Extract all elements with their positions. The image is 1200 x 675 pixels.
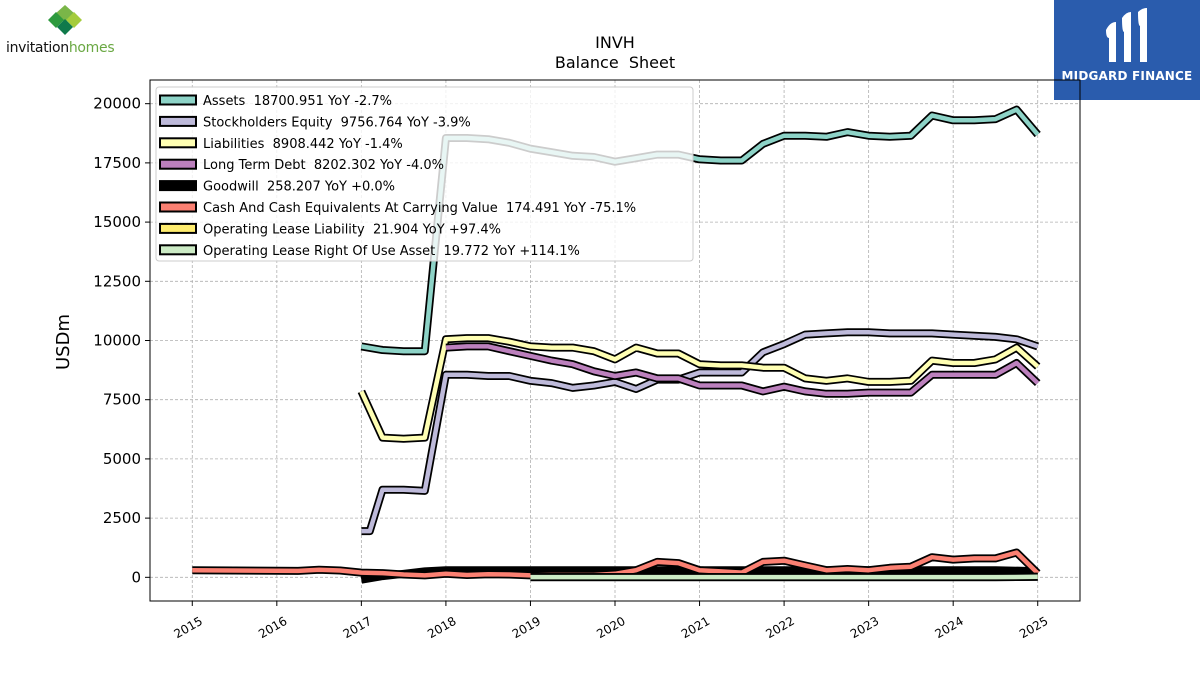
x-tick-label: 2016	[256, 614, 289, 641]
y-axis-label: USDm	[53, 314, 74, 370]
legend-item: Long Term Debt 8202.302 YoY -4.0%	[159, 158, 444, 173]
series-line	[445, 344, 1040, 397]
legend-swatch	[159, 201, 197, 213]
series-1	[361, 328, 1039, 536]
x-tick-label: 2023	[848, 614, 881, 641]
legend-item: Goodwill 258.207 YoY +0.0%	[159, 180, 395, 195]
legend-item: Stockholders Equity 9756.764 YoY -3.9%	[159, 115, 471, 130]
legend-label: Operating Lease Right Of Use Asset 19.77…	[203, 244, 580, 259]
legend-label: Long Term Debt 8202.302 YoY -4.0%	[203, 158, 444, 173]
legend-label: Liabilities 8908.442 YoY -1.4%	[203, 137, 403, 152]
chart-title: INVH	[595, 33, 635, 52]
y-tick-label: 12500	[93, 272, 141, 290]
midgard-finance-emblem-icon	[1106, 8, 1147, 62]
series-line	[359, 335, 1040, 442]
legend-swatch	[159, 180, 197, 192]
invitation-homes-logo: invitationhomes	[0, 0, 150, 62]
x-tick-label: 2020	[594, 614, 627, 641]
x-tick-label: 2015	[172, 614, 205, 641]
invitation-homes-wordmark: invitationhomes	[6, 40, 115, 56]
y-tick-label: 10000	[93, 332, 141, 350]
x-tick-label: 2019	[510, 614, 543, 641]
legend-swatch	[159, 158, 197, 170]
legend-swatch	[159, 222, 197, 234]
legend-item: Operating Lease Right Of Use Asset 19.77…	[159, 244, 580, 259]
x-tick-label: 2018	[425, 614, 458, 641]
x-tick-label: 2021	[679, 614, 712, 641]
x-tick-label: 2024	[932, 614, 965, 641]
y-tick-label: 2500	[103, 509, 141, 527]
x-tick-label: 2025	[1017, 614, 1050, 641]
midgard-finance-wordmark: MIDGARD FINANCE	[1061, 69, 1193, 83]
legend-swatch	[159, 94, 197, 106]
legend-item: Liabilities 8908.442 YoY -1.4%	[159, 137, 403, 152]
y-tick-label: 0	[131, 568, 141, 586]
legend-item: Cash And Cash Equivalents At Carrying Va…	[159, 201, 636, 216]
series-line	[361, 329, 1039, 534]
legend-label: Cash And Cash Equivalents At Carrying Va…	[203, 201, 636, 216]
legend-swatch	[159, 137, 197, 149]
legend-swatch	[159, 115, 197, 127]
legend-frame	[155, 86, 694, 262]
y-tick-label: 5000	[103, 450, 141, 468]
legend-label: Stockholders Equity 9756.764 YoY -3.9%	[203, 115, 471, 130]
legend-label: Operating Lease Liability 21.904 YoY +97…	[203, 222, 501, 237]
legend-item: Assets 18700.951 YoY -2.7%	[159, 94, 392, 109]
y-tick-label: 7500	[103, 391, 141, 409]
legend-label: Goodwill 258.207 YoY +0.0%	[203, 180, 395, 195]
legend-label: Assets 18700.951 YoY -2.7%	[203, 94, 392, 109]
legend: Assets 18700.951 YoY -2.7% Stockholders E…	[155, 86, 694, 262]
invitation-homes-logo-mark-icon	[48, 5, 82, 35]
chart-subtitle: Balance Sheet	[555, 53, 675, 72]
x-tick-label: 2022	[763, 614, 796, 641]
y-tick-label: 20000	[93, 95, 141, 113]
y-tick-label: 15000	[93, 213, 141, 231]
series-5	[192, 548, 1041, 580]
series-layer	[192, 105, 1041, 584]
legend-item: Operating Lease Liability 21.904 YoY +97…	[159, 222, 501, 237]
series-2	[357, 334, 1041, 443]
series-3	[445, 342, 1041, 398]
midgard-finance-logo: MIDGARD FINANCE	[1054, 0, 1200, 100]
legend-swatch	[159, 244, 197, 256]
x-tick-label: 2017	[341, 614, 374, 641]
y-tick-label: 17500	[93, 154, 141, 172]
series-line	[192, 550, 1040, 578]
